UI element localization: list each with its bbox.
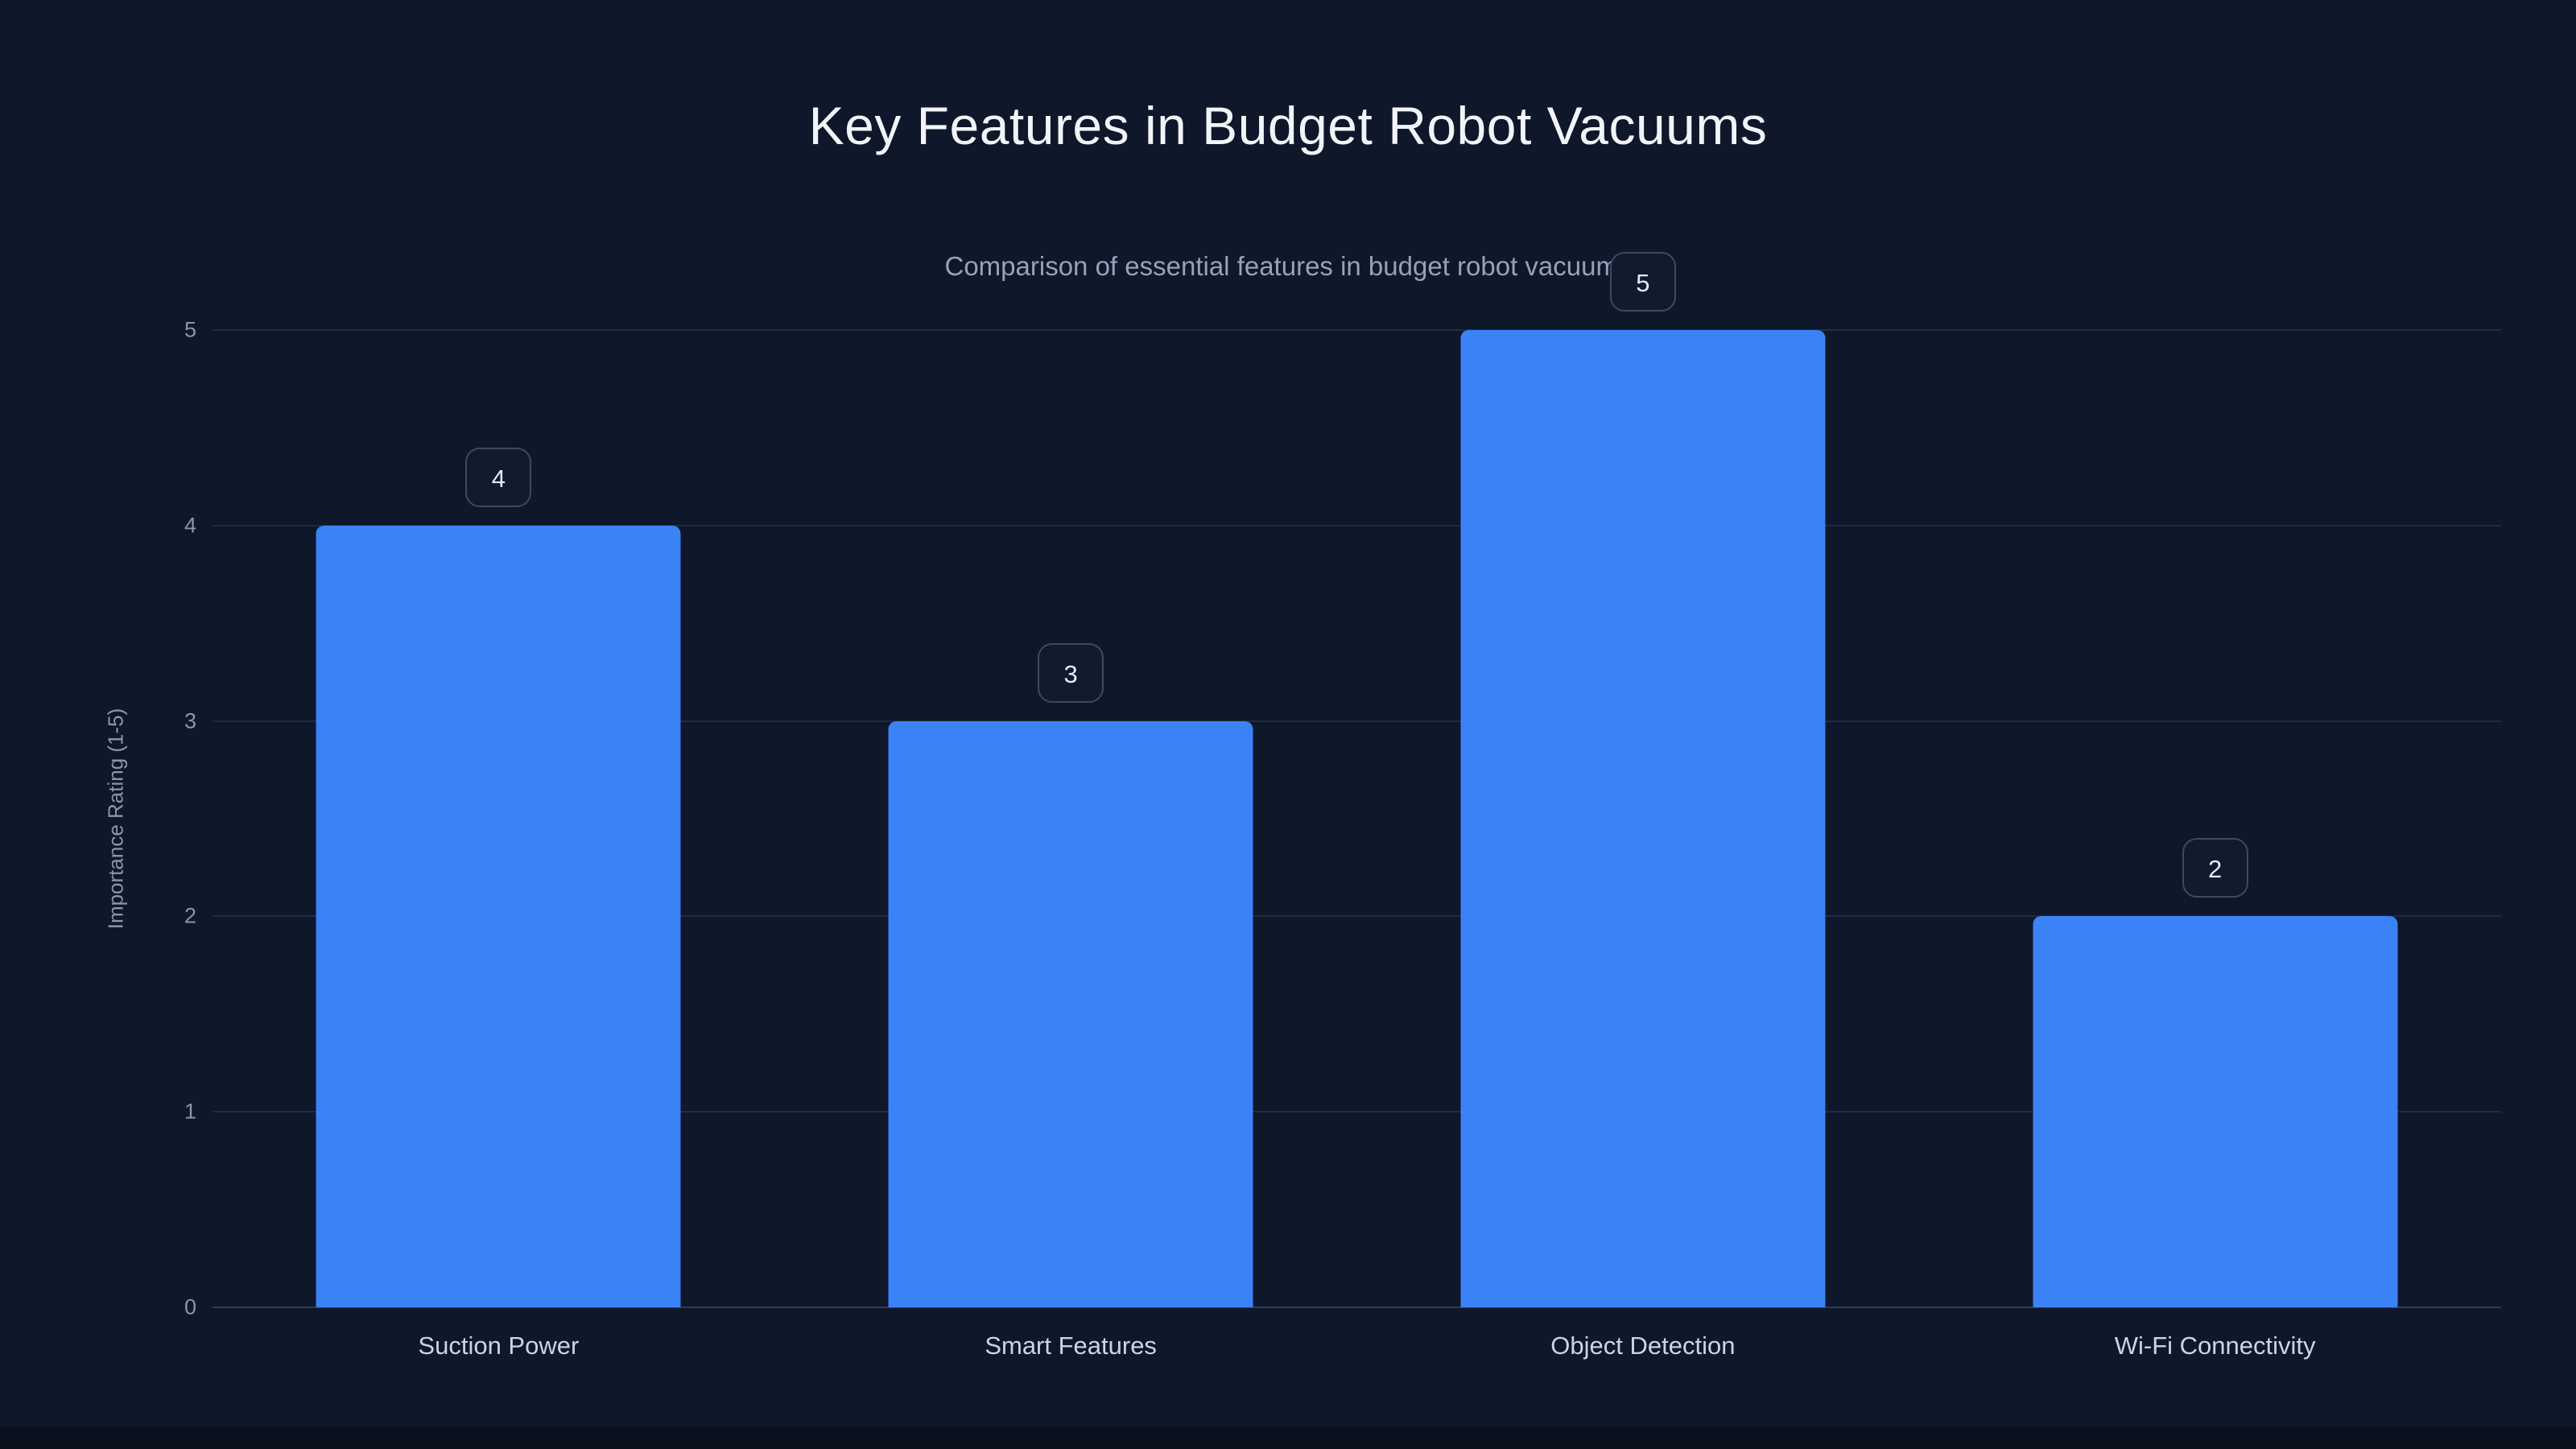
chart-title: Key Features in Budget Robot Vacuums: [808, 96, 1768, 155]
x-axis-label: Suction Power: [418, 1331, 580, 1360]
value-label-badge: 2: [2182, 838, 2248, 898]
y-axis: 0 1 2 3 4 5: [121, 318, 196, 1319]
bar: [1460, 330, 1826, 1307]
bar-slot: 2 Wi-Fi Connectivity: [1929, 330, 2501, 1360]
x-axis-line: [213, 1307, 2501, 1308]
y-tick-label: 2: [184, 903, 196, 928]
bar: [888, 720, 1253, 1307]
bar-slot: 4 Suction Power: [213, 330, 785, 1360]
x-axis-label: Wi-Fi Connectivity: [2114, 1331, 2316, 1360]
y-tick-label: 5: [184, 317, 196, 342]
gridline: [213, 329, 2501, 331]
bar: [316, 525, 681, 1307]
x-axis-label: Smart Features: [985, 1331, 1157, 1360]
footer-strip: [0, 1426, 2576, 1449]
value-label-badge: 3: [1038, 642, 1104, 703]
value-label-badge: 5: [1609, 252, 1676, 312]
gridline: [213, 524, 2501, 526]
bar: [2033, 916, 2398, 1307]
gridline: [213, 720, 2501, 722]
bar-slot: 3 Smart Features: [785, 330, 1357, 1360]
gridline: [213, 1111, 2501, 1113]
x-axis-label: Object Detection: [1550, 1331, 1736, 1360]
y-tick-label: 0: [184, 1294, 196, 1319]
y-tick-label: 3: [184, 708, 196, 733]
plot-area: 4 Suction Power 3 Smart Features 5 Object Det…: [213, 252, 2501, 1360]
gridline: [213, 915, 2501, 918]
y-tick-label: 1: [184, 1099, 196, 1124]
y-tick-label: 4: [184, 513, 196, 538]
chart-subtitle: Comparison of essential features in budg…: [944, 251, 1632, 281]
bar-slot: 5 Object Detection: [1357, 252, 1930, 1360]
value-label-badge: 4: [465, 447, 532, 507]
